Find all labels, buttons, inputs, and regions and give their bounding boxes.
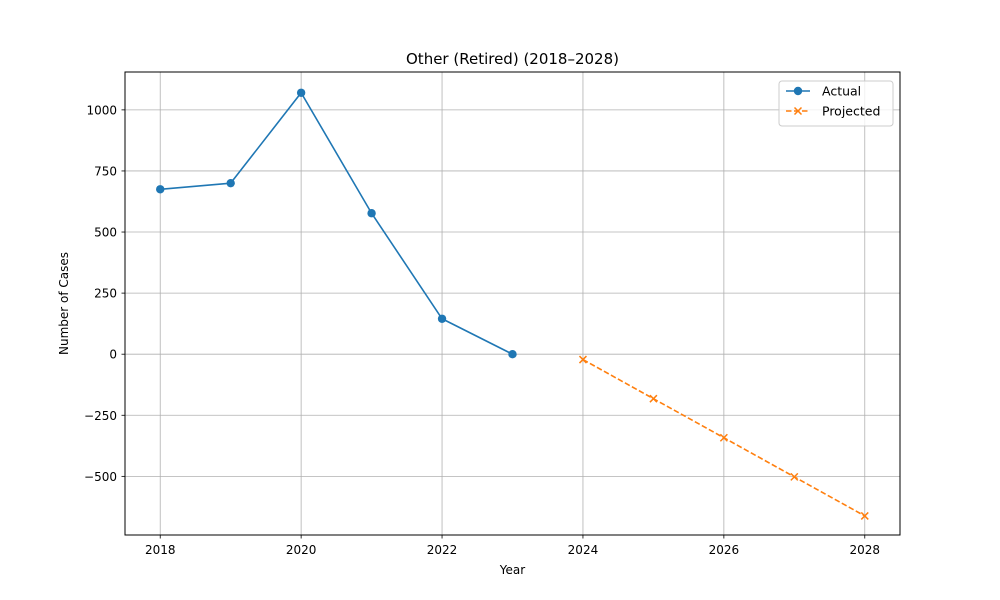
x-axis-title: Year <box>499 563 525 577</box>
x-tick-label: 2018 <box>145 543 176 557</box>
data-point-projected <box>719 433 728 442</box>
legend-box <box>778 80 894 127</box>
data-point-actual <box>156 185 165 194</box>
data-point-actual <box>226 178 235 188</box>
legend-label-projected: Projected <box>822 104 880 119</box>
legend-label-actual: Actual <box>822 84 861 99</box>
data-point-actual <box>437 314 447 323</box>
y-tick-label: 0 <box>109 348 117 362</box>
y-tick-label: −500 <box>84 470 117 484</box>
data-point-actual <box>508 349 517 359</box>
data-point-actual <box>296 88 306 97</box>
data-point-projected <box>649 394 658 403</box>
data-point-projected <box>860 511 869 520</box>
series-line-actual <box>160 91 513 355</box>
y-axis-title: Number of Cases <box>57 252 71 355</box>
y-tick-label: −250 <box>84 409 117 423</box>
data-point-projected <box>790 472 799 481</box>
plot-frame <box>124 71 901 536</box>
legend-marker-projected <box>793 106 803 116</box>
axis-ticks: 2018 2020 2022 2024 2026 2028 −500 −250 0 250 500 7… <box>84 103 880 557</box>
chart-title: Other (Retired) (2018–2028) <box>406 50 619 68</box>
x-tick-label: 2024 <box>568 543 599 557</box>
legend-marker-actual <box>793 86 803 96</box>
data-point-actual <box>367 209 376 218</box>
y-tick-label: 1000 <box>86 103 117 117</box>
legend: Actual Projected <box>778 80 894 127</box>
y-tick-label: 250 <box>94 287 117 301</box>
y-tick-label: 500 <box>94 226 117 240</box>
x-tick-label: 2022 <box>427 543 458 557</box>
x-tick-label: 2028 <box>849 543 880 557</box>
data-point-projected <box>578 355 587 364</box>
grid <box>125 72 900 535</box>
y-tick-label: 750 <box>94 164 117 178</box>
x-tick-label: 2020 <box>286 543 317 557</box>
series-layer <box>156 88 869 520</box>
x-tick-label: 2026 <box>709 543 740 557</box>
